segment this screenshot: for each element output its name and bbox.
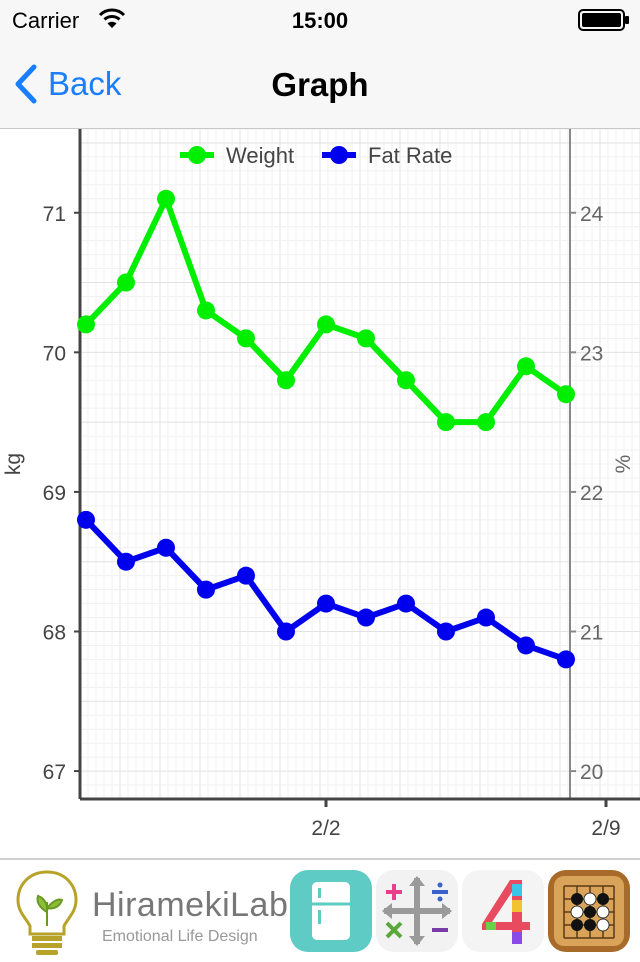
weight-data-point[interactable] bbox=[517, 357, 535, 376]
brand-name: HiramekiLab bbox=[92, 886, 289, 924]
fat-rate-data-point[interactable] bbox=[357, 608, 375, 627]
left-tick-label: 71 bbox=[43, 203, 66, 226]
weight-fat-chart[interactable]: 67 68 69 70 71 20 21 22 23 24 2/2 2/9 kg% Weight Fat … bbox=[0, 129, 640, 857]
weight-data-point[interactable] bbox=[277, 371, 295, 390]
fridge-app-icon[interactable] bbox=[290, 870, 372, 952]
fat-rate-data-point[interactable] bbox=[77, 510, 95, 529]
fat-rate-data-point[interactable] bbox=[277, 622, 295, 641]
x-tick-label: 2/2 bbox=[311, 817, 340, 840]
fat-rate-data-point[interactable] bbox=[157, 538, 175, 557]
weight-data-point[interactable] bbox=[117, 273, 135, 292]
weight-data-point[interactable] bbox=[197, 301, 215, 320]
left-tick-label: 69 bbox=[43, 482, 66, 505]
back-button[interactable]: Back bbox=[14, 64, 121, 104]
chart-series bbox=[77, 189, 575, 669]
legend-label: Fat Rate bbox=[368, 143, 452, 168]
left-axis-label: kg bbox=[2, 453, 25, 475]
go-game-app-icon[interactable] bbox=[548, 870, 630, 952]
legend-swatch-dot bbox=[188, 146, 206, 164]
battery-icon bbox=[578, 9, 629, 31]
status-time: 15:00 bbox=[291, 8, 349, 33]
calculator-app-icon[interactable] bbox=[376, 870, 458, 952]
weight-data-point[interactable] bbox=[397, 371, 415, 390]
right-tick-label: 23 bbox=[580, 342, 603, 365]
fat-rate-data-point[interactable] bbox=[237, 566, 255, 585]
chart-grid bbox=[79, 129, 640, 800]
legend-label: Weight bbox=[226, 143, 294, 168]
back-label: Back bbox=[48, 65, 122, 102]
chart-axes: 67 68 69 70 71 20 21 22 23 24 2/2 2/9 kg% bbox=[2, 129, 640, 840]
right-axis-label: % bbox=[612, 455, 635, 474]
chart-legend: Weight Fat Rate bbox=[180, 143, 452, 168]
weight-data-point[interactable] bbox=[357, 329, 375, 348]
left-tick-label: 68 bbox=[43, 622, 66, 645]
fat-rate-data-point[interactable] bbox=[197, 580, 215, 599]
navigation-bar: Back Graph bbox=[0, 40, 640, 129]
weight-data-point[interactable] bbox=[437, 413, 455, 432]
fat-rate-data-point[interactable] bbox=[117, 552, 135, 571]
carrier-label: Carrier bbox=[12, 8, 80, 33]
legend-swatch-dot bbox=[330, 146, 348, 164]
four-app-icon[interactable] bbox=[462, 870, 544, 952]
weight-data-point[interactable] bbox=[157, 189, 175, 208]
right-tick-label: 24 bbox=[580, 203, 604, 226]
right-tick-label: 20 bbox=[580, 761, 603, 784]
fat-rate-data-point[interactable] bbox=[557, 650, 575, 669]
fat-rate-data-point[interactable] bbox=[317, 594, 335, 613]
hiramekilab-brand[interactable]: HiramekiLab Emotional Life Design bbox=[14, 868, 288, 958]
left-tick-label: 67 bbox=[43, 761, 66, 784]
fat-rate-data-point[interactable] bbox=[517, 636, 535, 655]
page-title: Graph bbox=[271, 66, 369, 103]
x-tick-label: 2/9 bbox=[591, 817, 620, 840]
weight-data-point[interactable] bbox=[237, 329, 255, 348]
weight-data-point[interactable] bbox=[557, 385, 575, 404]
right-tick-label: 22 bbox=[580, 482, 603, 505]
weight-data-point[interactable] bbox=[77, 315, 95, 334]
status-bar: Carrier 15:00 bbox=[0, 0, 640, 40]
weight-data-point[interactable] bbox=[477, 413, 495, 432]
lightbulb-logo-icon bbox=[16, 870, 78, 955]
fat-rate-data-point[interactable] bbox=[437, 622, 455, 641]
chevron-left-icon bbox=[15, 64, 37, 104]
fat-rate-data-point[interactable] bbox=[397, 594, 415, 613]
ad-banner[interactable]: HiramekiLab Emotional Life Design bbox=[0, 858, 640, 962]
left-tick-label: 70 bbox=[43, 342, 66, 365]
right-tick-label: 21 bbox=[580, 622, 603, 645]
weight-data-point[interactable] bbox=[317, 315, 335, 334]
wifi-icon bbox=[98, 8, 126, 28]
brand-tagline: Emotional Life Design bbox=[102, 928, 258, 945]
fat-rate-data-point[interactable] bbox=[477, 608, 495, 627]
